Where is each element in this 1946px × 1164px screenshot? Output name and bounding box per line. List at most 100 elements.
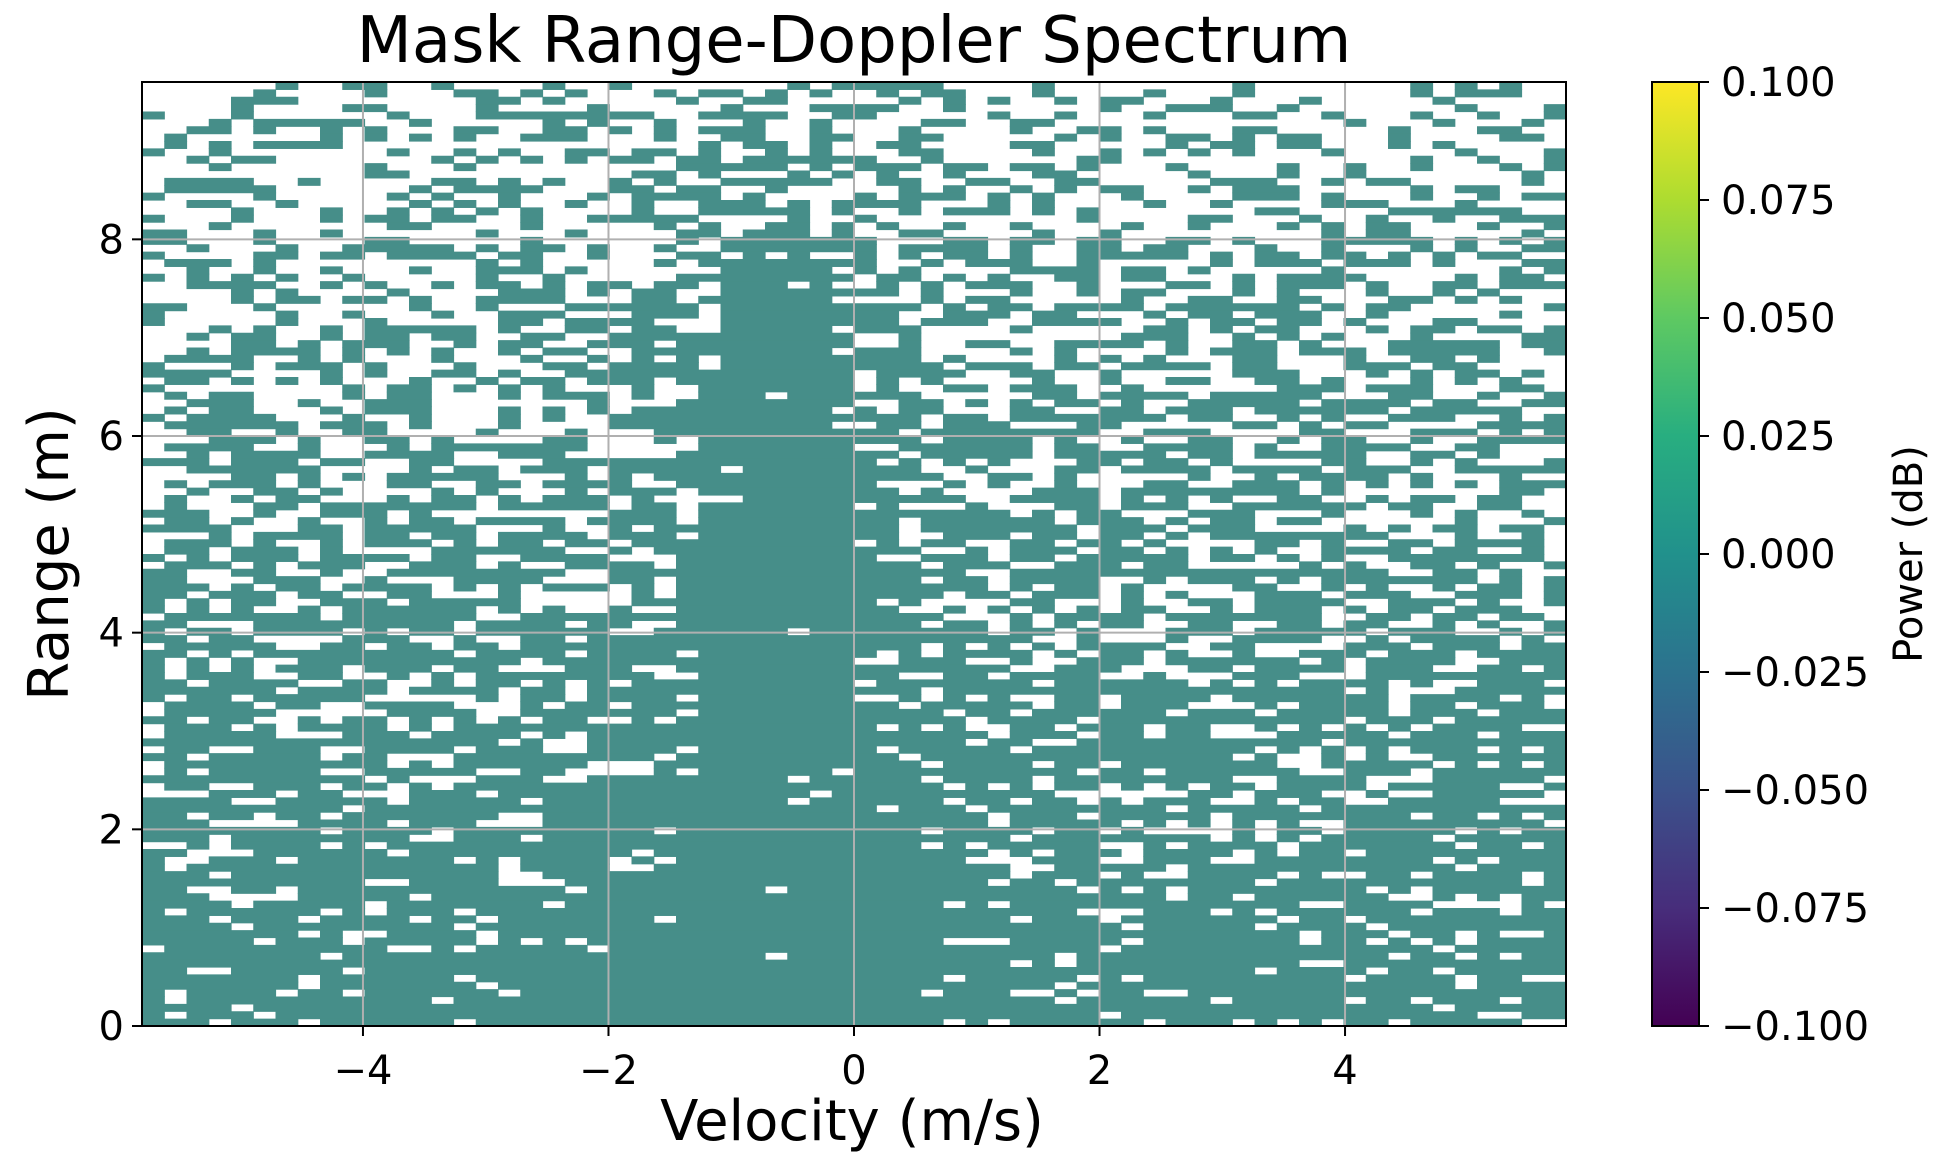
mask-cell [609, 576, 655, 585]
mask-cell [1321, 229, 1345, 238]
mask-cell [231, 664, 254, 673]
mask-cell [1187, 222, 1211, 231]
mask-cell [965, 782, 989, 791]
mask-cell [1454, 200, 1478, 208]
mask-cell [1009, 546, 1078, 555]
mask-cell [1009, 163, 1055, 172]
mask-cell [386, 384, 432, 393]
mask-cell [253, 229, 277, 238]
mask-cell [1343, 900, 1434, 909]
mask-cell [809, 118, 833, 127]
mask-cell [409, 517, 455, 526]
y-tick-label: 6 [99, 414, 124, 460]
mask-cell [609, 421, 833, 430]
mask-cell [186, 155, 210, 164]
mask-cell [1432, 288, 1456, 297]
mask-cell [1032, 871, 1100, 880]
x-axis: −4 −2 0 2 4 [333, 1026, 1358, 1094]
mask-cell [1121, 222, 1144, 231]
mask-cell [631, 583, 655, 592]
mask-cell [1054, 436, 1078, 444]
mask-cell [987, 738, 1033, 747]
mask-cell [1499, 133, 1545, 142]
mask-cell [164, 377, 210, 385]
mask-cell [653, 118, 677, 127]
mask-cell [275, 200, 299, 208]
mask-cell [698, 531, 900, 540]
mask-cell [1454, 148, 1478, 157]
mask-cell [1121, 782, 1144, 791]
mask-cell [431, 487, 455, 496]
mask-cell [431, 679, 455, 688]
mask-cell [1543, 760, 1566, 769]
mask-cell [1276, 731, 1389, 739]
mask-cell [297, 893, 410, 902]
mask-cell [431, 310, 455, 319]
mask-cell [520, 635, 566, 644]
mask-cell [1143, 922, 1256, 931]
mask-cell [653, 767, 677, 776]
mask-cell [409, 377, 432, 385]
mask-cell [1521, 531, 1545, 540]
mask-cell [297, 517, 321, 526]
mask-cell [142, 908, 165, 916]
mask-cell [364, 163, 388, 172]
mask-cell [1499, 576, 1523, 585]
mask-cell [698, 502, 855, 511]
mask-cell [1054, 694, 1100, 703]
mask-cell [1365, 495, 1389, 503]
mask-cell [1165, 635, 1189, 644]
mask-cell [898, 96, 922, 105]
mask-cell [1454, 856, 1478, 865]
mask-cell [831, 200, 922, 208]
mask-cell [364, 89, 388, 98]
mask-cell [1098, 649, 1144, 658]
mask-cell [386, 347, 410, 356]
mask-cell [1477, 826, 1500, 835]
mask-cell [1499, 487, 1545, 496]
mask-cell [1276, 967, 1367, 975]
mask-cell [231, 517, 254, 526]
mask-cell [1454, 369, 1500, 378]
mask-cell [1098, 377, 1122, 385]
mask-cell [475, 377, 499, 385]
mask-cell [1165, 377, 1211, 385]
mask-cell [142, 753, 188, 762]
mask-cell [943, 672, 989, 680]
mask-cell [1187, 863, 1456, 872]
mask-cell [1454, 458, 1478, 467]
mask-cell [208, 222, 232, 231]
mask-cell [920, 318, 989, 326]
mask-cell [676, 185, 722, 194]
mask-cell [208, 716, 254, 725]
mask-cell [987, 200, 1011, 208]
mask-cell [275, 310, 299, 319]
mask-cell [720, 281, 788, 290]
mask-cell [1009, 369, 1055, 378]
mask-cell [1032, 318, 1122, 326]
mask-cell [253, 723, 277, 732]
mask-cell [943, 207, 1011, 216]
mask-cell [1254, 325, 1300, 334]
mask-cell [231, 450, 321, 459]
mask-cell [1432, 937, 1456, 946]
mask-cell [943, 170, 966, 179]
mask-cell [431, 281, 455, 290]
mask-cell [1254, 310, 1322, 319]
mask-cell [1165, 767, 1300, 776]
mask-cell [1365, 613, 1411, 621]
chart-title: Mask Range-Doppler Spectrum [357, 4, 1352, 78]
mask-cell [1210, 96, 1233, 105]
mask-cell [1121, 332, 1189, 341]
mask-cell [1054, 465, 1100, 474]
mask-cell [876, 377, 900, 385]
mask-cell [231, 104, 254, 113]
y-tick-label: 8 [99, 217, 124, 263]
mask-cell [1410, 694, 1500, 703]
mask-cell [1276, 318, 1322, 326]
mask-cell [1210, 318, 1256, 326]
mask-cell [297, 989, 343, 998]
mask-cell [1321, 509, 1345, 518]
mask-cell [520, 701, 544, 710]
mask-cell [1543, 620, 1566, 629]
